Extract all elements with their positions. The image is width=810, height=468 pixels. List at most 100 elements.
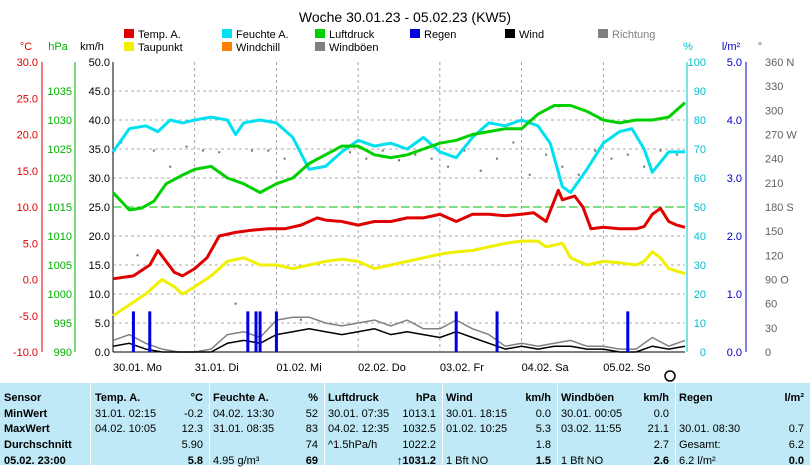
col-header: Luftdruck (328, 392, 379, 404)
direction-point (201, 149, 204, 152)
tick-direction: 0 (765, 347, 771, 359)
tick-direction: 360 N (765, 57, 794, 69)
direction-point (447, 165, 450, 168)
x-tick-label: 02.02. Do (358, 362, 406, 374)
col-header: Regen (679, 392, 713, 404)
series-luftdruck (111, 101, 686, 212)
tick-humidity: 90 (694, 86, 706, 98)
x-tick-label: 30.01. Mo (113, 362, 162, 374)
tick-rain: 2.0 (727, 231, 742, 243)
cell-label: 6.2 l/m² (679, 455, 716, 467)
cell-value: 1.5 (535, 455, 551, 467)
col-feuchte: Feuchte A.% 04.02. 13:30 52 31.01. 08:35 83 7… (213, 383, 324, 467)
tick-humidity: 0 (700, 347, 706, 359)
tick-wind: 0.0 (95, 347, 110, 359)
row-label: MaxWert (4, 423, 50, 435)
legend-swatch (410, 29, 420, 38)
tick-pressure: 1005 (48, 260, 72, 272)
axis-unit-wind: km/h (80, 41, 104, 53)
rain-bar (274, 311, 278, 352)
direction-point (398, 159, 400, 162)
tick-rain: 3.0 (727, 173, 742, 185)
direction-point (577, 173, 580, 176)
tick-wind: 10.0 (89, 289, 110, 301)
cell-label: Gesamt: (679, 439, 721, 451)
col-header: Wind (446, 392, 473, 404)
tick-wind: 5.0 (95, 318, 110, 330)
rain-bar (254, 311, 258, 352)
x-tick-label: 03.02. Fr (440, 362, 484, 374)
tick-humidity: 60 (694, 173, 706, 185)
tick-wind: 35.0 (89, 144, 110, 156)
legend-label: Taupunkt (138, 42, 183, 54)
cell-value: 5.8 (187, 455, 203, 467)
cell-label: ^1.5hPa/h (328, 439, 378, 451)
legend-swatch (598, 29, 608, 38)
cell-value: ↑1031.2 (396, 455, 436, 467)
direction-point (267, 149, 270, 152)
row-label: 05.02. 23:00 (4, 455, 66, 467)
tick-temp: 0.0 (23, 275, 38, 287)
column-separator (675, 383, 676, 465)
direction-point (610, 157, 613, 160)
legend-label: Windböen (329, 42, 379, 54)
axis-unit-humidity: % (683, 41, 693, 53)
direction-point (528, 173, 531, 176)
tick-pressure: 1025 (48, 144, 72, 156)
sensor-header: Sensor (4, 392, 42, 404)
axis-unit-pressure: hPa (48, 41, 68, 53)
legend-label: Regen (424, 29, 456, 41)
tick-rain: 0.0 (727, 347, 742, 359)
tick-humidity: 80 (694, 115, 706, 127)
legend-label: Richtung (612, 29, 655, 41)
cell-label: 1 Bft NO (446, 455, 489, 467)
direction-point (234, 302, 237, 305)
cell-label: 04.02. 13:30 (213, 408, 275, 420)
tick-direction: 90 O (765, 275, 789, 287)
weather-chart: Woche 30.01.23 - 05.02.23 (KW5) Temp. A.… (12, 9, 798, 382)
col-wind: Wind km/h 30.01. 18:15 0.0 01.02. 10:25 5.3 1.… (446, 383, 557, 467)
col-unit: km/h (643, 392, 669, 404)
rain-bar (495, 311, 499, 352)
col-header: Feuchte A. (213, 392, 269, 404)
direction-point (479, 169, 482, 172)
col-header: Windböen (561, 392, 615, 404)
x-tick-label: 04.02. Sa (522, 362, 570, 374)
x-tick-label: 31.01. Di (195, 362, 239, 374)
rain-bar (258, 311, 262, 352)
cell-value: 0.0 (653, 408, 669, 420)
direction-point (365, 157, 368, 160)
series-temp-a- (112, 188, 686, 281)
column-separator (209, 383, 210, 465)
direction-point (561, 165, 564, 168)
tick-humidity: 100 (688, 57, 706, 69)
cell-label: 31.01. 02:15 (95, 408, 157, 420)
tick-direction: 330 (765, 81, 783, 93)
col-unit: °C (190, 392, 203, 404)
tick-temp: -10.0 (13, 347, 38, 359)
direction-point (185, 145, 188, 148)
legend-swatch (505, 29, 515, 38)
direction-point (381, 149, 384, 152)
rain-bar (626, 311, 630, 352)
series-taupunkt (112, 239, 686, 318)
direction-point (169, 165, 172, 168)
cell-label: 30.01. 00:05 (561, 408, 623, 420)
cell-value: 74 (305, 439, 318, 451)
direction-point (414, 153, 417, 156)
direction-point (348, 151, 351, 154)
cell-value: 0.0 (788, 455, 804, 467)
direction-point (545, 153, 548, 156)
legend-swatch (222, 42, 232, 51)
direction-point (136, 254, 139, 257)
axis-unit-temp: °C (20, 41, 32, 53)
cell-value: 1013.1 (402, 408, 436, 420)
cell-label: 30.01. 08:30 (679, 423, 741, 435)
direction-point (463, 149, 466, 152)
tick-direction: 180 S (765, 202, 794, 214)
axes: °C hPa km/h% l/m² ° 30.0 25.0 20.0 15.0 10.0 5.0 0.… (13, 41, 797, 359)
legend: Temp. A. Feuchte A. Luftdruck Regen Wind Rich… (124, 29, 655, 54)
tick-wind: 45.0 (89, 86, 110, 98)
direction-point (594, 149, 597, 152)
legend-swatch (124, 29, 134, 38)
